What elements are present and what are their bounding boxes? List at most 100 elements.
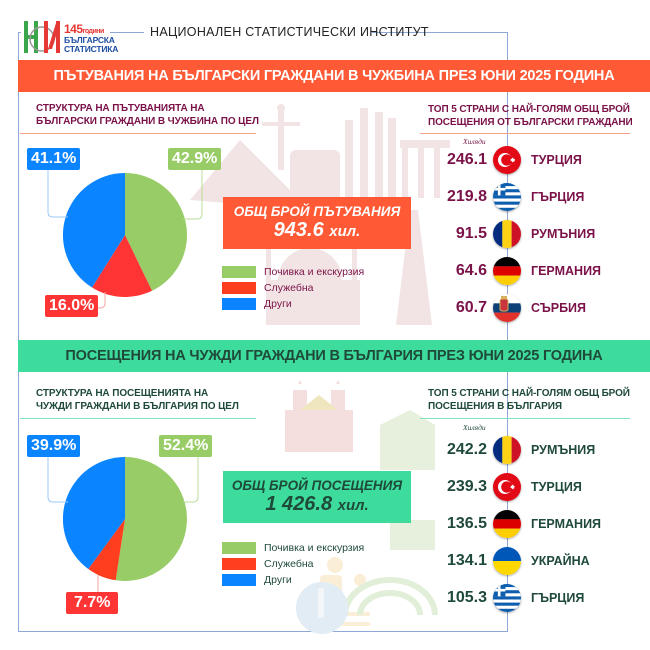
section2-unit-note: Хиляди (463, 423, 486, 432)
section2-legend: Почивка и екскурзия Служебна Други (222, 540, 364, 588)
section2-structure-title: СТРУКТУРА НА ПОСЕЩЕНИЯТА НА ЧУЖДИ ГРАЖДА… (36, 387, 239, 413)
country-name: ГЪРЦИЯ (531, 190, 585, 204)
pie2-connectors (47, 453, 199, 595)
country-name: ТУРЦИЯ (531, 153, 582, 167)
country-value: 64.6 (455, 262, 487, 279)
section1-pie-chart (63, 173, 187, 297)
country-value: 246.1 (446, 151, 487, 168)
pie1-connectors (47, 168, 203, 309)
top5-title-line2: ПОСЕЩЕНИЯ ОТ БЪЛГАРСКИ ГРАЖДАНИ (428, 117, 633, 128)
turkey-flag-icon (493, 146, 521, 174)
legend-label: Служебна (264, 282, 314, 294)
top5-title-line2: ПОСЕЩЕНИЯ В БЪЛГАРИЯ (428, 401, 562, 412)
section1-total-box: ОБЩ БРОЙ ПЪТУВАНИЯ 943.6 хил. (223, 197, 411, 249)
content-frame (18, 32, 508, 632)
serbia-flag-icon (493, 294, 521, 322)
section1-structure-title: СТРУКТУРА НА ПЪТУВАНИЯТА НА БЪЛГАРСКИ ГР… (36, 102, 259, 128)
country-value: 242.2 (446, 441, 487, 458)
country-name: СЪРБИЯ (531, 301, 587, 315)
country-name: ГЪРЦИЯ (531, 591, 585, 605)
logo-line3: СТАТИСТИКА (64, 44, 119, 54)
romania-flag-icon (493, 436, 521, 464)
total-label: ОБЩ БРОЙ ПЪТУВАНИЯ (233, 203, 401, 219)
total-value: 1 426.8 хил. (265, 492, 369, 515)
frame-line (372, 32, 508, 33)
top5-title-line1: ТОП 5 СТРАНИ С НАЙ-ГОЛЯМ ОБЩ БРОЙ (428, 388, 630, 399)
nsi-logo: 145години БЪЛГАРСКА СТАТИСТИКА (22, 17, 118, 57)
ukraine-flag-icon (493, 547, 521, 575)
greece-flag-icon (493, 584, 521, 612)
section1-left-divider (20, 133, 256, 134)
country-name: УКРАЙНА (531, 554, 590, 568)
country-row: 246.1 ТУРЦИЯ (427, 145, 582, 175)
pie1-label-business: 16.0% (45, 295, 99, 317)
logo-line2: БЪЛГАРСКА (64, 35, 115, 45)
section1-top5-title: ТОП 5 СТРАНИ С НАЙ-ГОЛЯМ ОБЩ БРОЙ ПОСЕЩЕ… (428, 103, 633, 129)
germany-flag-icon (493, 257, 521, 285)
section2-total-box: ОБЩ БРОЙ ПОСЕЩЕНИЯ 1 426.8 хил. (223, 471, 411, 523)
total-value: 943.6 хил. (273, 218, 361, 241)
pie1-label-other: 41.1% (27, 148, 81, 170)
frame-line (18, 32, 21, 33)
turkey-flag-icon (493, 473, 521, 501)
country-row: 239.3 ТУРЦИЯ (427, 472, 582, 502)
country-value: 60.7 (455, 299, 487, 316)
section2-pie-chart (63, 457, 187, 581)
pie1-label-leisure: 42.9% (168, 148, 222, 170)
country-value: 134.1 (446, 552, 487, 569)
country-row: 64.6 ГЕРМАНИЯ (427, 256, 601, 286)
section2-banner: ПОСЕЩЕНИЯ НА ЧУЖДИ ГРАЖДАНИ В БЪЛГАРИЯ П… (18, 340, 650, 372)
institute-title: НАЦИОНАЛЕН СТАТИСТИЧЕСКИ ИНСТИТУТ (150, 25, 429, 39)
legend-label: Служебна (264, 558, 314, 570)
country-row: 105.3 ГЪРЦИЯ (427, 583, 584, 613)
total-label: ОБЩ БРОЙ ПОСЕЩЕНИЯ (231, 477, 403, 493)
frame-line (110, 32, 144, 33)
structure-title-line2: ЧУЖДИ ГРАЖДАНИ В БЪЛГАРИЯ ПО ЦЕЛ (36, 401, 239, 412)
legend-label: Други (264, 574, 292, 586)
country-value: 239.3 (446, 478, 487, 495)
section2-left-divider (20, 418, 256, 419)
legend-item-leisure: Почивка и екскурзия (222, 264, 364, 280)
section2-right-divider (420, 418, 630, 419)
section2-top5-title: ТОП 5 СТРАНИ С НАЙ-ГОЛЯМ ОБЩ БРОЙ ПОСЕЩЕ… (428, 387, 630, 413)
section1-unit-note: Хиляди (463, 137, 486, 146)
logo-years: 145години (64, 22, 104, 36)
top5-title-line1: ТОП 5 СТРАНИ С НАЙ-ГОЛЯМ ОБЩ БРОЙ (428, 104, 630, 115)
country-name: ГЕРМАНИЯ (531, 517, 602, 531)
structure-title-line1: СТРУКТУРА НА ПЪТУВАНИЯТА НА (36, 103, 205, 114)
greece-flag-icon (493, 183, 521, 211)
legend-item-business: Служебна (222, 280, 364, 296)
pie2-label-other: 39.9% (27, 435, 81, 457)
country-name: ГЕРМАНИЯ (531, 264, 602, 278)
legend-label: Почивка и екскурзия (264, 542, 365, 554)
section1-legend: Почивка и екскурзия Служебна Други (222, 264, 364, 312)
country-value: 219.8 (446, 188, 487, 205)
structure-title-line1: СТРУКТУРА НА ПОСЕЩЕНИЯТА НА (36, 388, 209, 399)
section1-right-divider (420, 133, 630, 134)
landmarks-background-icon (190, 104, 450, 325)
section1-banner: ПЪТУВАНИЯ НА БЪЛГАРСКИ ГРАЖДАНИ В ЧУЖБИН… (18, 60, 650, 92)
nsi-logo-mark-icon (24, 21, 60, 53)
country-value: 105.3 (446, 589, 487, 606)
country-value: 136.5 (446, 515, 487, 532)
bulgarian-landmarks-background-icon (285, 380, 438, 634)
country-row: 91.5 РУМЪНИЯ (427, 219, 595, 249)
country-row: 136.5 ГЕРМАНИЯ (427, 509, 601, 539)
germany-flag-icon (493, 510, 521, 538)
country-name: ТУРЦИЯ (531, 480, 582, 494)
country-row: 134.1 УКРАЙНА (427, 546, 590, 576)
legend-item-other: Други (222, 572, 364, 588)
legend-label: Други (264, 298, 292, 310)
romania-flag-icon (493, 220, 521, 248)
country-row: 60.7 СЪРБИЯ (427, 293, 586, 323)
structure-title-line2: БЪЛГАРСКИ ГРАЖДАНИ В ЧУЖБИНА ПО ЦЕЛ (36, 116, 259, 127)
legend-item-other: Други (222, 296, 364, 312)
country-value: 91.5 (455, 225, 487, 242)
pie2-label-business: 7.7% (66, 592, 119, 614)
legend-item-leisure: Почивка и екскурзия (222, 540, 364, 556)
pie2-label-leisure: 52.4% (159, 435, 213, 457)
legend-label: Почивка и екскурзия (264, 266, 365, 278)
country-name: РУМЪНИЯ (531, 443, 596, 457)
country-row: 242.2 РУМЪНИЯ (427, 435, 595, 465)
country-row: 219.8 ГЪРЦИЯ (427, 182, 584, 212)
